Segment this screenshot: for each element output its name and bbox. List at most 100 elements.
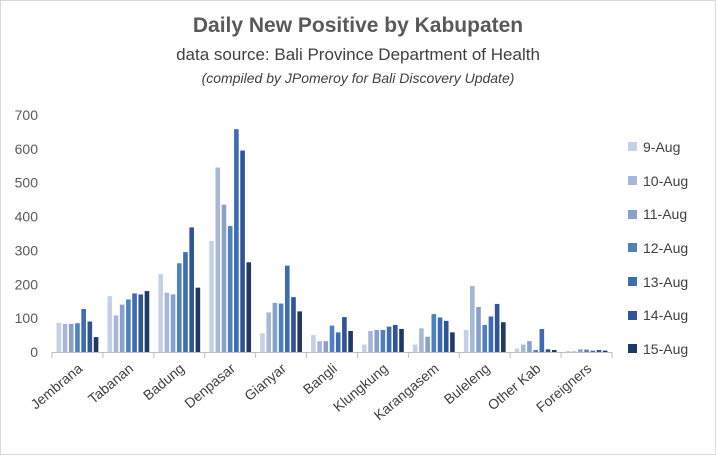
y-tick-label: 300 bbox=[15, 242, 39, 258]
bar bbox=[399, 328, 404, 352]
bar bbox=[126, 299, 131, 352]
legend-item: 12-Aug bbox=[628, 231, 714, 265]
bar bbox=[284, 265, 290, 352]
bar bbox=[565, 350, 571, 352]
y-tick-label: 100 bbox=[15, 310, 39, 326]
bar bbox=[183, 252, 188, 352]
y-tick-label: 700 bbox=[15, 107, 39, 123]
legend-swatch bbox=[628, 310, 637, 320]
legend-swatch bbox=[628, 142, 637, 152]
chart-subtitle: data source: Bali Province Department of… bbox=[176, 45, 540, 64]
bar bbox=[602, 350, 608, 352]
bar bbox=[93, 337, 99, 352]
bar bbox=[227, 226, 233, 352]
bar bbox=[246, 262, 252, 352]
bar bbox=[272, 302, 278, 352]
bar bbox=[144, 291, 150, 352]
bar bbox=[221, 204, 227, 352]
y-tick-label: 0 bbox=[30, 344, 38, 360]
bar bbox=[463, 329, 469, 352]
bar bbox=[476, 306, 481, 352]
legend-item: 9-Aug bbox=[628, 130, 714, 164]
bar bbox=[158, 274, 163, 352]
bar bbox=[317, 341, 322, 352]
bar bbox=[368, 331, 373, 352]
bar bbox=[68, 323, 74, 352]
bar bbox=[170, 294, 176, 352]
x-tick-label: Tabanan bbox=[85, 360, 136, 407]
x-tick-label: Denpasar bbox=[181, 360, 238, 411]
legend-item: 13-Aug bbox=[628, 265, 714, 299]
bar bbox=[501, 322, 506, 352]
bar bbox=[488, 316, 494, 352]
bar bbox=[539, 328, 545, 352]
bar bbox=[119, 304, 125, 352]
legend-label: 9-Aug bbox=[643, 138, 681, 155]
chart-legend: 9-Aug 10-Aug 11-Aug 12-Aug 13-Aug 14-Aug 15-Au… bbox=[628, 130, 714, 366]
bar bbox=[348, 331, 353, 352]
legend-label: 12-Aug bbox=[643, 239, 689, 256]
legend-label: 14-Aug bbox=[643, 307, 689, 324]
legend-label: 13-Aug bbox=[643, 273, 689, 290]
bar bbox=[195, 287, 201, 352]
x-tick-label: Badung bbox=[140, 360, 187, 403]
bar bbox=[75, 323, 80, 352]
x-tick-label: Jembrana bbox=[27, 360, 85, 412]
bar bbox=[482, 324, 488, 352]
chart-title: Daily New Positive by Kabupaten bbox=[192, 14, 524, 37]
bar bbox=[362, 344, 367, 352]
legend-swatch bbox=[628, 243, 637, 253]
bar bbox=[138, 294, 144, 352]
bar bbox=[437, 317, 443, 352]
bar bbox=[240, 150, 245, 352]
bar bbox=[425, 336, 430, 352]
bar bbox=[278, 303, 284, 352]
bar bbox=[520, 344, 526, 352]
bar bbox=[386, 326, 392, 352]
bar bbox=[107, 296, 113, 352]
legend-item: 15-Aug bbox=[628, 332, 714, 366]
bar bbox=[470, 285, 475, 352]
legend-swatch bbox=[628, 277, 637, 287]
bar bbox=[551, 349, 557, 352]
bar bbox=[590, 350, 596, 352]
bar bbox=[431, 314, 437, 352]
bar bbox=[215, 167, 221, 352]
legend-item: 11-Aug bbox=[628, 197, 714, 231]
legend-swatch bbox=[628, 209, 637, 219]
bar bbox=[494, 303, 500, 352]
bar bbox=[412, 344, 418, 352]
bar bbox=[584, 349, 589, 352]
chart-note: (compiled by JPomeroy for Bali Discovery… bbox=[201, 70, 515, 86]
x-tick-label: Foreigners bbox=[533, 360, 595, 415]
bar bbox=[527, 341, 532, 352]
bar bbox=[311, 335, 316, 352]
legend-swatch bbox=[628, 344, 637, 354]
bar bbox=[596, 349, 602, 352]
bar bbox=[113, 315, 119, 352]
y-tick-label: 400 bbox=[15, 209, 39, 225]
legend-label: 10-Aug bbox=[643, 172, 689, 189]
y-tick-label: 200 bbox=[15, 276, 39, 292]
bar bbox=[266, 312, 271, 352]
bar bbox=[132, 293, 137, 352]
bar bbox=[291, 297, 296, 352]
bar bbox=[189, 227, 194, 352]
bar bbox=[234, 129, 239, 352]
x-tick-label: Gianyar bbox=[241, 360, 289, 404]
legend-item: 14-Aug bbox=[628, 298, 714, 332]
legend-label: 11-Aug bbox=[643, 206, 688, 223]
bar bbox=[56, 322, 62, 352]
bar bbox=[380, 329, 386, 352]
bar bbox=[335, 332, 341, 352]
bar bbox=[87, 321, 93, 352]
bar bbox=[533, 349, 538, 352]
bar bbox=[545, 349, 551, 352]
bar bbox=[374, 329, 380, 352]
bar bbox=[260, 333, 265, 352]
bar bbox=[164, 292, 170, 352]
bar bbox=[419, 328, 424, 352]
bar bbox=[297, 311, 302, 352]
bar bbox=[329, 325, 335, 352]
